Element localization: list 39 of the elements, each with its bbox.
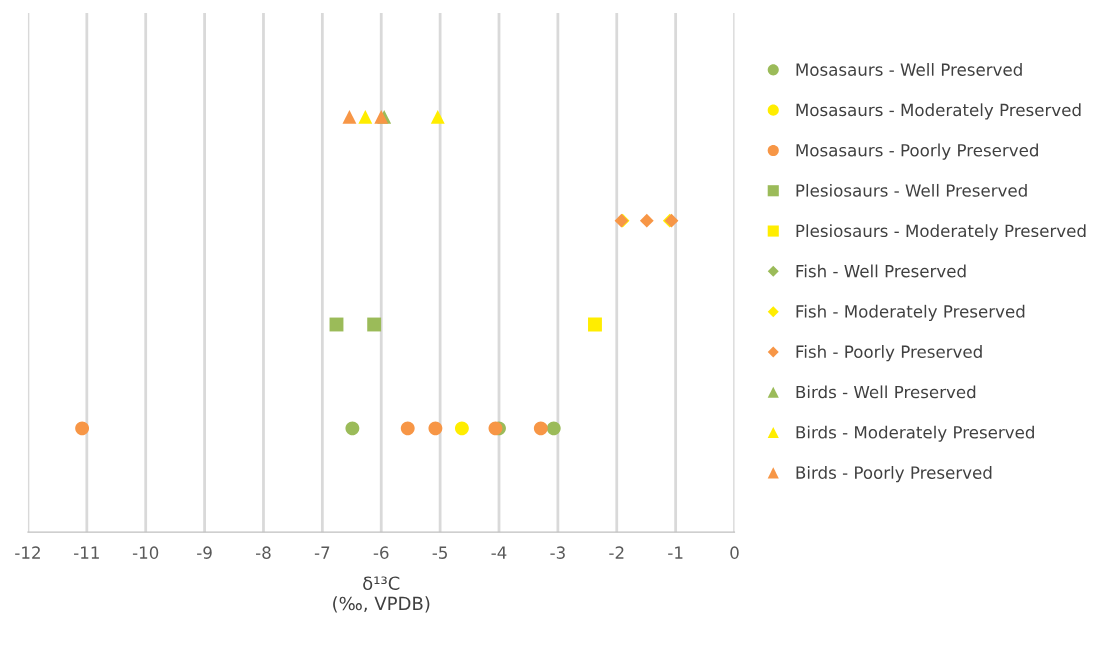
legend-label: Mosasaurs - Poorly Preserved <box>796 143 1038 160</box>
point <box>588 317 602 332</box>
x-tick-label: -10 <box>132 546 159 559</box>
legend-label: Birds - Poorly Preserved <box>796 466 992 483</box>
legend-label: Mosasaurs - Moderately Preserved <box>796 103 1081 120</box>
point <box>546 421 561 436</box>
x-tick-label: -9 <box>197 546 212 559</box>
point <box>454 421 469 436</box>
x-tick-label: -11 <box>74 546 99 559</box>
legend-label: Plesiosaurs - Moderately Preserved <box>796 224 1086 241</box>
legend-label: Birds - Moderately Preserved <box>796 425 1034 442</box>
x-axis-title: δ¹³C (‰, VPDB) <box>333 576 430 613</box>
point <box>639 213 654 228</box>
point <box>367 317 382 332</box>
legend-label: Fish - Well Preserved <box>796 264 966 278</box>
x-tick-label: -6 <box>373 546 389 559</box>
legend-label: Plesiosaurs - Well Preserved <box>796 183 1027 197</box>
point <box>345 421 360 436</box>
x-tick-label: -5 <box>432 546 447 559</box>
point <box>358 109 373 124</box>
point <box>533 421 548 436</box>
x-tick-label: -4 <box>491 546 507 559</box>
point <box>75 421 90 436</box>
x-tick-label: -12 <box>15 546 40 559</box>
legend-label: Fish - Poorly Preserved <box>796 345 982 362</box>
legend-label: Mosasaurs - Well Preserved <box>796 63 1022 76</box>
legend-label: Birds - Well Preserved <box>796 385 976 399</box>
point <box>400 421 415 436</box>
x-tick-label: -7 <box>314 546 330 559</box>
x-tick-label: 0 <box>730 546 739 559</box>
x-tick-label: -1 <box>668 546 683 559</box>
point <box>488 421 503 436</box>
x-tick-label: -3 <box>550 546 565 559</box>
point <box>430 109 445 124</box>
legend-label: Fish - Moderately Preserved <box>796 304 1025 321</box>
point <box>342 109 357 124</box>
point <box>428 421 443 436</box>
x-tick-label: -2 <box>609 546 624 559</box>
x-tick-label: -8 <box>255 546 271 559</box>
